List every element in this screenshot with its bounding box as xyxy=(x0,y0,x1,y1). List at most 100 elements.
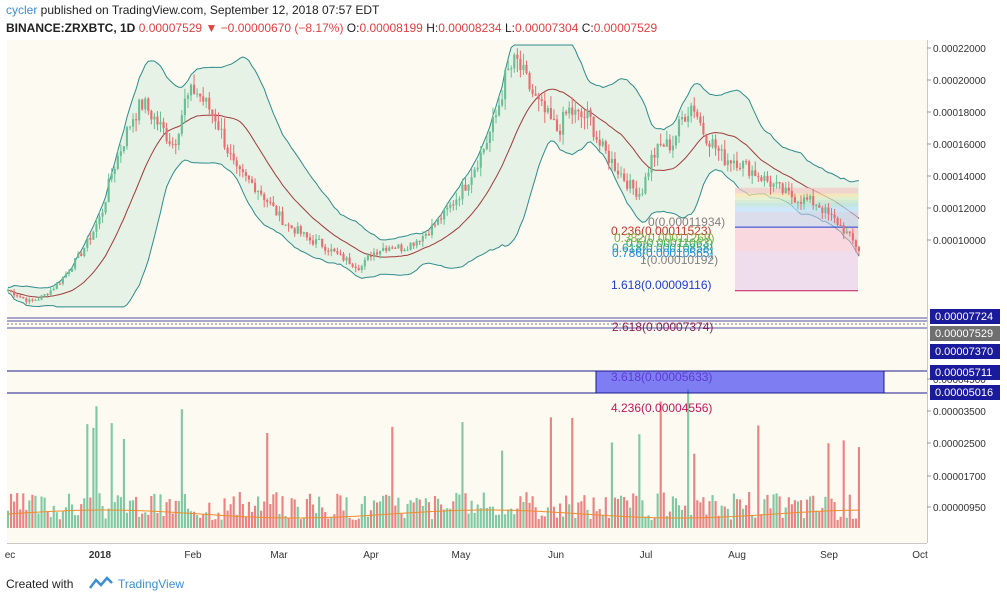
volume-bar xyxy=(330,516,333,528)
candle-body xyxy=(159,122,162,125)
candle-body xyxy=(180,115,183,135)
volume-bar xyxy=(516,508,519,528)
volume-bar xyxy=(623,496,626,528)
candle-body xyxy=(833,214,836,218)
low-label: L: xyxy=(504,21,515,35)
candle-body xyxy=(571,107,574,115)
candle-body xyxy=(113,168,116,174)
volume-bar xyxy=(760,514,763,528)
candle-body xyxy=(287,224,290,226)
volume-bar xyxy=(781,517,784,528)
candle-body xyxy=(851,233,854,241)
volume-bar xyxy=(851,518,854,528)
time-axis-label: Aug xyxy=(728,550,746,561)
time-axis-label: Jun xyxy=(548,550,564,561)
volume-bar xyxy=(793,500,796,528)
candle-body xyxy=(766,175,769,182)
candle-body xyxy=(40,295,43,300)
fib-zone xyxy=(735,206,858,213)
volume-bar xyxy=(449,508,452,528)
tradingview-link[interactable]: TradingView xyxy=(118,577,185,591)
candle-body xyxy=(104,201,107,213)
tradingview-logo-icon[interactable] xyxy=(88,575,114,591)
time-axis[interactable] xyxy=(7,543,927,566)
volume-bar xyxy=(202,514,205,528)
candle-body xyxy=(793,197,796,203)
volume-bar xyxy=(424,498,427,528)
volume-bar xyxy=(699,502,702,528)
candle-body xyxy=(455,199,458,205)
volume-bar xyxy=(583,495,586,528)
volume-bar xyxy=(385,494,388,528)
candle-body xyxy=(165,128,168,142)
candle-body xyxy=(296,226,299,234)
candle-body xyxy=(89,238,92,240)
candle-body xyxy=(540,99,543,101)
price-axis-label: 0.00001700 xyxy=(933,472,986,483)
candle-body xyxy=(342,253,345,261)
volume-bar xyxy=(607,517,610,528)
volume-bar xyxy=(418,499,421,528)
candle-body xyxy=(665,139,668,147)
volume-bar xyxy=(485,508,488,528)
candle-body xyxy=(488,132,491,144)
candle-body xyxy=(247,175,251,180)
candle-body xyxy=(202,96,205,102)
candle-body xyxy=(290,225,293,229)
volume-bar xyxy=(257,496,260,528)
volume-bar xyxy=(28,500,31,528)
candle-body xyxy=(729,160,732,164)
candle-body xyxy=(168,141,171,144)
volume-bar xyxy=(842,440,845,528)
candle-body xyxy=(705,134,708,144)
volume-bar xyxy=(119,497,122,528)
volume-bar xyxy=(220,519,223,528)
volume-bar xyxy=(531,496,534,528)
created-with-label: Created with xyxy=(6,577,74,591)
volume-bar xyxy=(147,514,150,528)
price-tag-label: 0.00007529 xyxy=(935,328,993,340)
volume-bar xyxy=(443,509,446,528)
candle-body xyxy=(284,224,287,226)
candle-body xyxy=(397,244,400,249)
candle-body xyxy=(31,299,34,301)
bollinger-upper-line xyxy=(7,44,859,289)
candle-body xyxy=(696,111,699,117)
volume-bar xyxy=(824,496,827,528)
fib-zone xyxy=(735,187,858,194)
candle-body xyxy=(128,126,132,128)
volume-bar xyxy=(668,511,671,528)
volume-bar xyxy=(409,500,412,528)
candle-body xyxy=(732,160,735,164)
volume-bar xyxy=(165,502,168,528)
volume-bar xyxy=(351,519,354,528)
volume-bar xyxy=(467,513,470,528)
volume-bar xyxy=(461,422,464,528)
volume-bar xyxy=(458,494,461,528)
candle-body xyxy=(458,199,461,201)
volume-bar xyxy=(58,519,61,528)
candle-body xyxy=(147,98,150,111)
candle-body xyxy=(125,127,129,147)
volume-bar xyxy=(314,513,318,528)
volume-bar xyxy=(528,502,531,528)
author-link[interactable]: cycler xyxy=(6,3,38,17)
candle-body xyxy=(790,190,793,198)
candle-body xyxy=(162,122,165,129)
candle-body xyxy=(46,294,49,296)
price-axis[interactable] xyxy=(927,40,1007,543)
candle-body xyxy=(34,299,37,301)
candle-body xyxy=(174,143,177,146)
candle-body xyxy=(403,249,406,252)
volume-bar xyxy=(848,494,851,528)
volume-bar xyxy=(638,434,641,528)
candle-body xyxy=(452,204,455,206)
volume-bar xyxy=(619,495,623,528)
volume-bar xyxy=(113,502,116,528)
candle-body xyxy=(363,259,366,267)
candle-body xyxy=(519,58,522,71)
volume-bar xyxy=(552,506,556,528)
volume-bar xyxy=(738,499,742,528)
candle-body xyxy=(687,116,690,122)
candle-body xyxy=(150,110,153,120)
